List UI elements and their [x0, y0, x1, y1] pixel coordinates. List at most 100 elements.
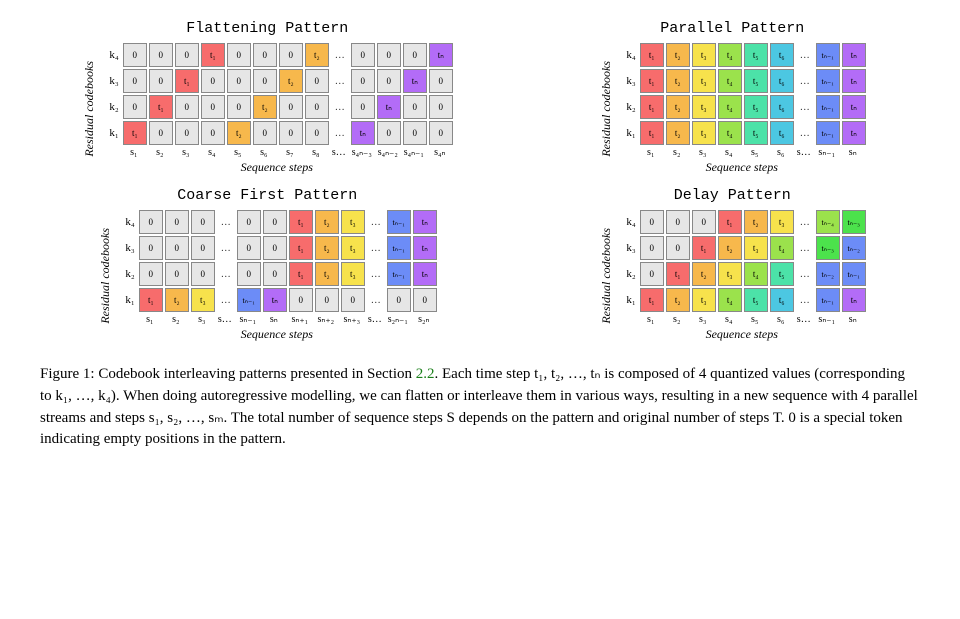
- grid-cell: tₙ: [842, 121, 866, 145]
- x-tick-label: s₄ₙ₋₃: [350, 147, 374, 158]
- x-tick-label: s₄: [717, 147, 741, 158]
- x-tick-label: s…: [216, 314, 234, 325]
- grid-cell: t₂: [666, 288, 690, 312]
- grid-cell: t₂: [744, 210, 768, 234]
- grid-cell: t₂: [305, 43, 329, 67]
- grid-cell: t₃: [692, 69, 716, 93]
- grid-cell: t₂: [666, 69, 690, 93]
- cell-ellipsis: …: [217, 236, 235, 260]
- cell-ellipsis: …: [796, 210, 814, 234]
- x-tick-label: s₈: [304, 147, 328, 158]
- y-tick-label: k₁: [618, 127, 638, 139]
- grid-cell: 0: [191, 236, 215, 260]
- x-tick-label: s₁: [639, 314, 663, 325]
- panel-body: Residual codebooksk₄000…00t₁t₂t₃…tₙ₋₁tₙk…: [98, 210, 437, 342]
- grid-cell: t₄: [718, 69, 742, 93]
- x-axis-label: Sequence steps: [706, 160, 778, 175]
- grid-cell: tₙ₋₁: [387, 210, 411, 234]
- grid-cell: tₙ: [413, 262, 437, 286]
- y-tick-label: k₂: [618, 268, 638, 280]
- panel-delay: Delay PatternResidual codebooksk₄000t₁t₂…: [535, 187, 930, 342]
- x-tick-label: s₂: [665, 314, 689, 325]
- grid-cell: tₙ₋₁: [816, 43, 840, 67]
- grid-cell: tₙ₋₁: [387, 236, 411, 260]
- grid-cell: t₆: [770, 69, 794, 93]
- grid-cell: 0: [413, 288, 437, 312]
- grid-cell: t₃: [770, 210, 794, 234]
- grid-cell: t₃: [341, 262, 365, 286]
- grid-cell: t₂: [165, 288, 189, 312]
- x-tick-label: s…: [330, 147, 348, 158]
- x-tick-label: s₅: [743, 147, 767, 158]
- x-tick-label: s₄ₙ₋₁: [402, 147, 426, 158]
- grid-cell: 0: [165, 262, 189, 286]
- grid-cell: 0: [123, 95, 147, 119]
- grid-cell: t₃: [718, 262, 742, 286]
- grid-cell: t₁: [289, 236, 313, 260]
- grid-cell: 0: [640, 236, 664, 260]
- x-tick-label: s₂ₙ: [412, 314, 436, 325]
- grid-cell: t₄: [718, 288, 742, 312]
- grid-cell: 0: [227, 43, 251, 67]
- y-tick-label: k₃: [101, 75, 121, 87]
- x-tick-label: sₙ: [262, 314, 286, 325]
- grid-cell: t₃: [692, 121, 716, 145]
- x-ticks: s₁s₂s₃s₄s₅s₆s₇s₈s…s₄ₙ₋₃s₄ₙ₋₂s₄ₙ₋₁s₄ₙ: [122, 147, 452, 158]
- grid-cell: t₆: [770, 288, 794, 312]
- y-tick-label: k₂: [101, 101, 121, 113]
- cell-ellipsis: …: [217, 210, 235, 234]
- x-tick-label: s₇: [278, 147, 302, 158]
- y-axis-label: Residual codebooks: [98, 228, 113, 324]
- x-tick-label: s…: [795, 314, 813, 325]
- x-tick-label: s…: [795, 147, 813, 158]
- grid-cell: 0: [175, 121, 199, 145]
- x-tick-label: sₙ₋₁: [815, 314, 839, 325]
- grid-cell: 0: [227, 95, 251, 119]
- grid-cell: tₙ₋₁: [816, 95, 840, 119]
- grid-cell: t₆: [770, 121, 794, 145]
- cell-ellipsis: …: [331, 43, 349, 67]
- grid-rows: k₄000t₁t₂t₃…tₙ₋₄tₙ₋₃k₃00t₁t₂t₃t₄…tₙ₋₃tₙ₋…: [618, 210, 866, 312]
- grid-cell: t₅: [744, 43, 768, 67]
- grid-cell: t₄: [744, 262, 768, 286]
- grid-cell: t₆: [770, 95, 794, 119]
- grid-row: k₂0t₁000t₂00…0tₙ00: [101, 95, 453, 119]
- y-tick-label: k₃: [618, 242, 638, 254]
- grid-cell: 0: [387, 288, 411, 312]
- grid-cell: 0: [305, 121, 329, 145]
- grid-wrap: k₄000t₁000t₂…000tₙk₃00t₁000t₂0…00tₙ0k₂0t…: [101, 43, 453, 175]
- grid-cell: 0: [123, 43, 147, 67]
- grid-cell: 0: [191, 262, 215, 286]
- grid-cell: 0: [201, 69, 225, 93]
- grid-cell: 0: [341, 288, 365, 312]
- x-tick-label: sₙ₊₁: [288, 314, 312, 325]
- grid-row: k₄000t₁000t₂…000tₙ: [101, 43, 453, 67]
- grid-cell: 0: [403, 95, 427, 119]
- y-axis-label: Residual codebooks: [599, 61, 614, 157]
- grid-cell: 0: [201, 95, 225, 119]
- grid-cell: t₃: [191, 288, 215, 312]
- grid-cell: t₅: [744, 95, 768, 119]
- grid-cell: t₄: [718, 95, 742, 119]
- x-ticks: s₁s₂s₃s…sₙ₋₁sₙsₙ₊₁sₙ₊₂sₙ₊₃s…s₂ₙ₋₁s₂ₙ: [138, 314, 436, 325]
- grid-cell: t₁: [289, 262, 313, 286]
- grid-cell: 0: [263, 262, 287, 286]
- grid-cell: tₙ₋₂: [842, 236, 866, 260]
- x-axis-label: Sequence steps: [241, 327, 313, 342]
- grid-cell: t₁: [201, 43, 225, 67]
- grid-cell: t₄: [718, 121, 742, 145]
- grid-rows: k₄000t₁000t₂…000tₙk₃00t₁000t₂0…00tₙ0k₂0t…: [101, 43, 453, 145]
- panel-title: Parallel Pattern: [660, 20, 804, 37]
- y-axis-label: Residual codebooks: [82, 61, 97, 157]
- grid-cell: t₂: [315, 262, 339, 286]
- y-tick-label: k₄: [618, 49, 638, 61]
- panel-title: Delay Pattern: [674, 187, 791, 204]
- grid-cell: t₁: [289, 210, 313, 234]
- grid-cell: tₙ₋₁: [816, 69, 840, 93]
- grid-cell: 0: [666, 236, 690, 260]
- grid-cell: 0: [377, 121, 401, 145]
- grid-cell: 0: [666, 210, 690, 234]
- grid-cell: tₙ: [842, 95, 866, 119]
- grid-cell: tₙ₋₁: [816, 121, 840, 145]
- grid-cell: 0: [149, 43, 173, 67]
